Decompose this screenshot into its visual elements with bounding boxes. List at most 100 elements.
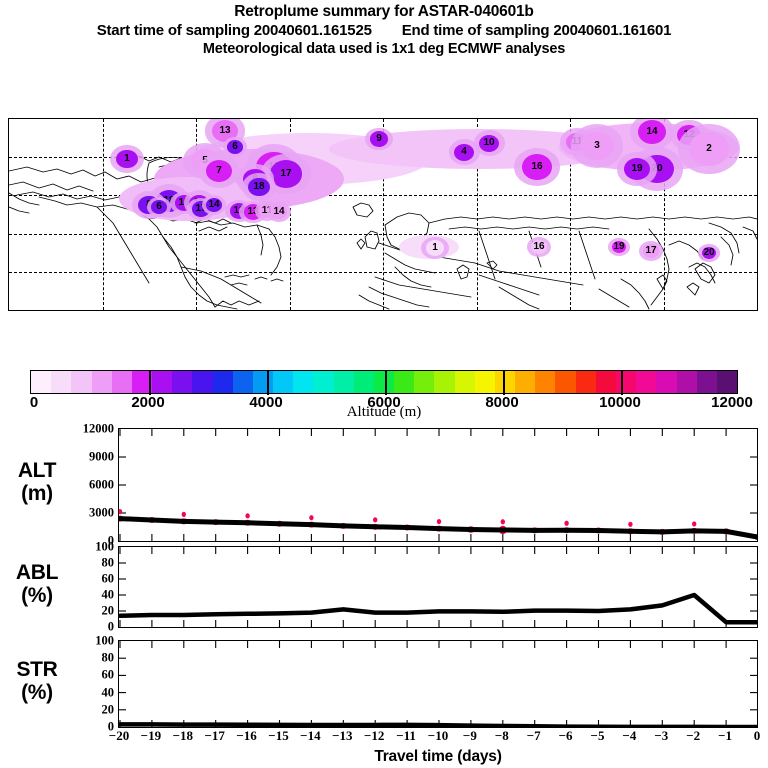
colorbar-segment	[31, 371, 52, 393]
retroplume-cluster	[454, 143, 474, 161]
x-tick-label: −14	[300, 728, 321, 743]
colorbar-tick-label: 10000	[599, 394, 641, 411]
cluster-label: 1	[124, 153, 130, 164]
x-axis-title: Travel time (days)	[374, 748, 502, 765]
colorbar-tick-label: 8000	[485, 394, 519, 411]
altitude-outlier-marker	[628, 521, 633, 527]
altitude-outlier-marker	[373, 517, 378, 523]
panel-abl	[118, 546, 758, 628]
panel-alt	[118, 428, 758, 542]
panel-str	[118, 640, 758, 728]
series-line-str	[119, 722, 757, 727]
colorbar-segment	[535, 371, 556, 393]
panel-plot-str	[119, 641, 757, 727]
map-longitude-gridline	[570, 119, 571, 310]
colorbar-segment	[91, 371, 112, 393]
colorbar-segment	[273, 371, 294, 393]
retroplume-cluster	[248, 177, 270, 197]
y-tick-label: 6000	[89, 477, 114, 492]
altitude-outlier-marker	[436, 518, 442, 525]
y-axis-tick-labels-str: 0 20 40 60 80 100	[66, 634, 115, 734]
y-tick-label: 100	[95, 633, 114, 648]
map-longitude-gridline	[383, 119, 384, 310]
cluster-label: 19	[631, 163, 643, 174]
cluster-label: 13	[219, 125, 231, 136]
colorbar-title: Altitude (m)	[346, 404, 422, 420]
cluster-label: 14	[208, 199, 220, 210]
altitude-outlier-marker	[500, 519, 505, 525]
retroplume-cluster	[638, 120, 666, 144]
colorbar-major-tick	[385, 371, 387, 395]
colorbar-major-tick	[503, 371, 505, 395]
colorbar-segment	[232, 371, 253, 393]
retroplume-cluster	[624, 157, 650, 181]
retroplume-cluster	[580, 131, 614, 161]
map-longitude-gridline	[477, 119, 478, 310]
colorbar-segment	[51, 371, 72, 393]
x-tick-label: −3	[654, 728, 669, 743]
colorbar-segment	[676, 371, 697, 393]
panel-plot-abl	[119, 547, 757, 627]
retroplume-cluster	[370, 131, 388, 147]
cluster-label: 18	[253, 181, 265, 192]
colorbar-segment	[252, 371, 274, 393]
colorbar-segment	[212, 371, 233, 393]
colorbar-segment	[313, 371, 334, 393]
panel-label-abl: ABL (%)	[8, 561, 66, 607]
altitude-outlier-marker	[119, 509, 123, 515]
colorbar-tick-label: 4000	[249, 394, 283, 411]
x-tick-label: −8	[494, 728, 509, 743]
retroplume-cluster	[227, 140, 243, 154]
map-longitude-gridline	[664, 119, 665, 310]
retroplume-cluster	[479, 134, 499, 152]
cluster-label: 1	[432, 242, 438, 253]
cluster-label: 14	[273, 206, 285, 217]
y-tick-label: 9000	[89, 449, 114, 464]
panel-name: ABL	[15, 561, 59, 584]
x-tick-label: −15	[268, 728, 289, 743]
y-tick-label: 80	[101, 555, 115, 570]
map-longitude-gridline	[103, 119, 104, 310]
retroplume-cluster	[271, 205, 287, 219]
retroplume-cluster	[426, 240, 444, 256]
y-tick-label: 80	[101, 650, 115, 665]
x-tick-label: 0	[753, 728, 761, 743]
x-tick-label: −1	[718, 728, 733, 743]
y-tick-label: 60	[101, 667, 115, 682]
cluster-label: 7	[216, 165, 222, 176]
colorbar-tick-label: 0	[29, 394, 39, 411]
cluster-label: 10	[483, 137, 495, 148]
y-tick-label: 3000	[89, 505, 114, 520]
colorbar-segment	[111, 371, 132, 393]
y-tick-label: 100	[95, 539, 114, 554]
colorbar-gradient	[30, 370, 738, 395]
y-tick-label: 0	[107, 533, 114, 548]
cluster-label: 17	[645, 245, 657, 256]
colorbar-tick-label: 6000	[367, 394, 401, 411]
retroplume-cluster	[612, 241, 626, 253]
retroplume-cluster	[206, 198, 222, 212]
altitude-outlier-marker	[245, 513, 250, 519]
x-tick-label: −13	[332, 728, 353, 743]
y-tick-label: 40	[101, 685, 115, 700]
cluster-label: 6	[156, 201, 162, 212]
colorbar-tick-label: 12000	[711, 394, 753, 411]
cluster-label: 20	[703, 247, 715, 258]
panel-name: ALT	[17, 459, 57, 482]
retroplume-cluster	[522, 154, 552, 180]
cluster-label: 6	[232, 141, 238, 152]
altitude-colorbar	[30, 370, 738, 395]
x-tick-label: −19	[140, 728, 162, 743]
x-tick-label: −10	[427, 728, 449, 743]
y-tick-label: 12000	[82, 421, 114, 436]
x-axis-tick-labels: −20 −19 −18 −17 −16 −15 −14 −13 −12 −11 −10 −9 −8 −7−…	[0, 728, 768, 746]
panel-plot-alt	[119, 429, 757, 541]
retroplume-cluster	[702, 247, 716, 259]
cluster-label: 17	[280, 168, 292, 179]
page-title: Retroplume summary for ASTAR-040601b	[234, 3, 534, 20]
title-block: Retroplume summary for ASTAR-040601b Sta…	[0, 2, 768, 59]
start-time-label: Start time of sampling 20040601.161525	[96, 22, 372, 39]
colorbar-segment	[656, 371, 677, 393]
cluster-label: 12	[233, 206, 244, 216]
y-tick-label: 40	[101, 587, 115, 602]
